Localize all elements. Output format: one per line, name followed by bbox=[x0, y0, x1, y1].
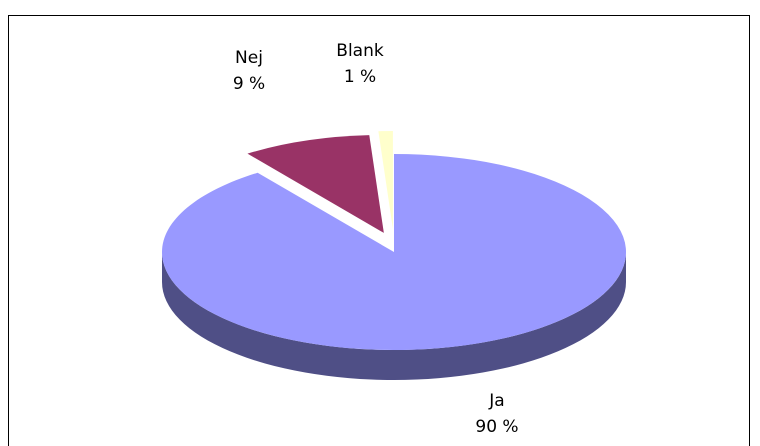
data-label-value-blank: 1 % bbox=[344, 67, 376, 87]
data-label-name-blank: Blank bbox=[336, 41, 384, 61]
slice-ja bbox=[162, 154, 627, 350]
slice-side-ja bbox=[162, 252, 626, 380]
data-label-name-ja: Ja bbox=[488, 391, 504, 411]
data-label-value-nej: 9 % bbox=[233, 74, 265, 94]
slice-blank bbox=[378, 131, 393, 230]
data-label-value-ja: 90 % bbox=[475, 417, 518, 437]
data-label-name-nej: Nej bbox=[235, 48, 263, 68]
slice-nej bbox=[247, 135, 384, 233]
